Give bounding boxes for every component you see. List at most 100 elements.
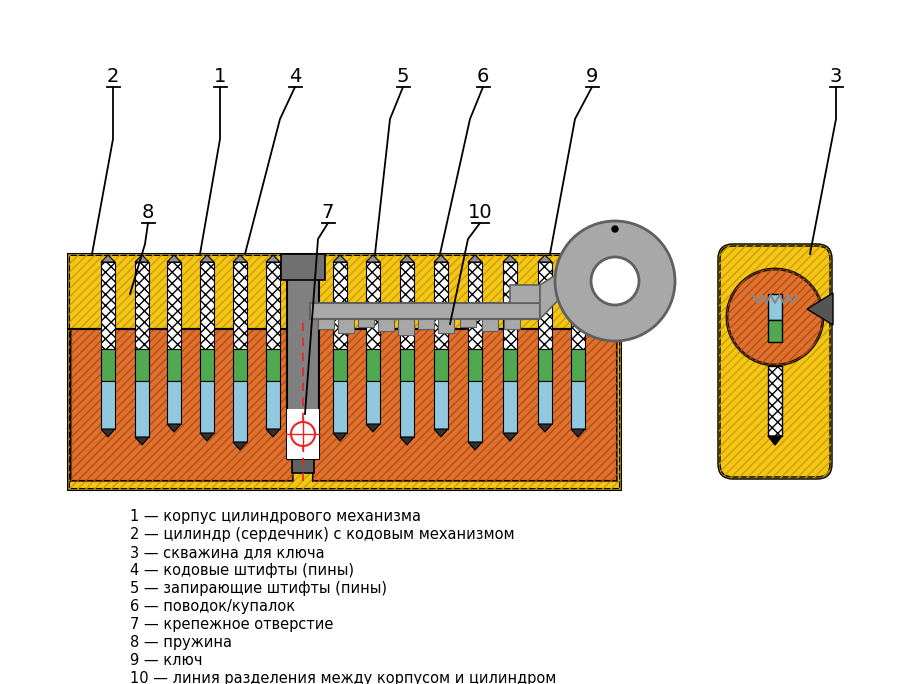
Circle shape (555, 221, 675, 341)
Bar (768, 366, 782, 436)
Polygon shape (366, 424, 380, 432)
Bar (468, 381, 482, 442)
Bar (68, 254, 620, 489)
Bar (101, 262, 115, 349)
Bar (400, 262, 414, 349)
Bar (313, 329, 617, 481)
Bar (438, 319, 454, 333)
Bar (266, 349, 280, 381)
Bar (503, 262, 517, 349)
Bar (768, 294, 782, 320)
Bar (266, 381, 280, 429)
Bar (468, 262, 482, 349)
Text: 6: 6 (477, 67, 489, 86)
Bar (434, 262, 448, 349)
Bar (366, 262, 380, 349)
Bar (292, 459, 314, 473)
Polygon shape (768, 436, 782, 445)
Bar (482, 319, 498, 331)
Bar (135, 381, 149, 437)
Bar (287, 409, 319, 459)
Bar (571, 262, 585, 349)
Polygon shape (333, 433, 347, 441)
Polygon shape (101, 255, 115, 262)
Bar (200, 381, 214, 433)
Text: 10: 10 (468, 203, 492, 222)
Bar (318, 319, 334, 329)
Bar (400, 349, 414, 381)
Polygon shape (233, 255, 247, 262)
Text: 6 — поводок/купалок: 6 — поводок/купалок (130, 599, 295, 614)
Polygon shape (503, 433, 517, 441)
Polygon shape (571, 255, 585, 262)
Polygon shape (135, 255, 149, 262)
Bar (503, 381, 517, 433)
Bar (135, 349, 149, 381)
Bar (281, 254, 325, 280)
Text: 10 — линия разделения между корпусом и цилиндром: 10 — линия разделения между корпусом и ц… (130, 671, 556, 684)
Polygon shape (400, 437, 414, 445)
Bar (333, 262, 347, 349)
Bar (366, 381, 380, 424)
Bar (398, 319, 414, 335)
Bar (200, 262, 214, 349)
Bar (233, 262, 247, 349)
Bar (538, 349, 552, 381)
Polygon shape (233, 442, 247, 450)
Polygon shape (167, 255, 181, 262)
Bar (333, 349, 347, 381)
Polygon shape (434, 255, 448, 262)
Bar (768, 320, 782, 342)
Bar (538, 262, 552, 349)
Circle shape (591, 257, 639, 305)
Circle shape (291, 422, 315, 446)
Bar (200, 349, 214, 381)
Bar (101, 381, 115, 429)
Bar (366, 349, 380, 381)
Bar (310, 303, 540, 319)
Polygon shape (538, 255, 552, 262)
Polygon shape (571, 429, 585, 437)
Bar (571, 381, 585, 429)
Polygon shape (135, 437, 149, 445)
Text: 5 — запирающие штифты (пины): 5 — запирающие штифты (пины) (130, 581, 387, 596)
Polygon shape (333, 255, 347, 262)
Polygon shape (434, 429, 448, 437)
Bar (313, 329, 617, 481)
Polygon shape (200, 433, 214, 441)
Text: 8: 8 (142, 203, 154, 222)
Bar (287, 262, 319, 459)
FancyBboxPatch shape (719, 245, 831, 478)
Text: 4: 4 (289, 67, 301, 86)
Bar (460, 319, 476, 327)
Bar (510, 285, 540, 303)
Bar (434, 349, 448, 381)
Text: 4 — кодовые штифты (пины): 4 — кодовые штифты (пины) (130, 563, 354, 578)
Text: 9 — ключ: 9 — ключ (130, 653, 202, 668)
Bar (266, 262, 280, 349)
Polygon shape (538, 424, 552, 432)
Bar (101, 349, 115, 381)
Polygon shape (266, 429, 280, 437)
Bar (135, 262, 149, 349)
Polygon shape (503, 255, 517, 262)
Text: 7 — крепежное отверстие: 7 — крепежное отверстие (130, 617, 333, 632)
Circle shape (727, 269, 823, 365)
Bar (333, 381, 347, 433)
Text: 2: 2 (107, 67, 119, 86)
Circle shape (612, 226, 618, 232)
Polygon shape (540, 269, 565, 319)
Polygon shape (366, 255, 380, 262)
Bar (571, 349, 585, 381)
Polygon shape (468, 255, 482, 262)
Bar (233, 349, 247, 381)
Polygon shape (101, 429, 115, 437)
Bar (400, 381, 414, 437)
Text: 9: 9 (586, 67, 598, 86)
Polygon shape (200, 255, 214, 262)
Bar (468, 349, 482, 381)
Bar (378, 319, 394, 331)
Text: 2 — цилиндр (сердечник) с кодовым механизмом: 2 — цилиндр (сердечник) с кодовым механи… (130, 527, 515, 542)
Bar (503, 349, 517, 381)
Text: 3: 3 (830, 67, 842, 86)
